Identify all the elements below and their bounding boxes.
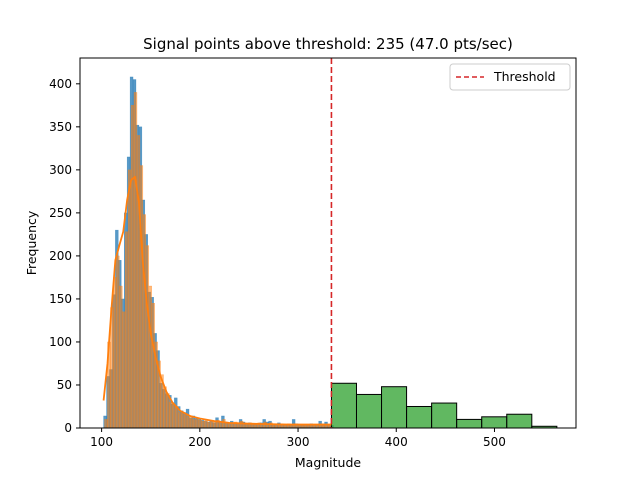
x-tick-label: 100	[90, 435, 113, 449]
kde-layer	[102, 175, 332, 426]
histogram-bar	[116, 255, 120, 429]
histogram-bar	[201, 420, 205, 429]
histogram-bar	[122, 311, 126, 429]
y-axis-label: Frequency	[24, 210, 39, 275]
y-tick-label: 50	[57, 378, 72, 392]
histogram-bar	[133, 92, 138, 429]
histogram-bar	[142, 214, 147, 429]
bars-layer	[103, 76, 558, 429]
histogram-bar	[166, 393, 170, 429]
histogram-bar	[136, 135, 141, 429]
histogram-bar	[104, 419, 108, 429]
x-axis: 100 200 300 400 500	[90, 428, 506, 449]
histogram-bar	[130, 105, 135, 429]
histogram-bar	[481, 416, 508, 429]
histogram-bar	[330, 382, 357, 429]
histogram-bar	[381, 386, 408, 429]
y-tick-label: 0	[64, 421, 72, 435]
histogram-bar	[145, 245, 149, 429]
histogram-bar	[239, 420, 244, 429]
x-tick-label: 400	[385, 435, 408, 449]
histogram-bar	[204, 420, 208, 429]
histogram-bar	[178, 412, 182, 429]
y-tick-label: 250	[49, 206, 72, 220]
histogram-bar	[119, 285, 123, 429]
y-tick-label: 100	[49, 335, 72, 349]
legend-frame	[449, 63, 571, 91]
histogram-bar	[127, 169, 132, 429]
histogram-bar	[263, 421, 267, 429]
y-tick-label: 400	[49, 77, 72, 91]
histogram-bar	[213, 421, 217, 429]
histogram-bar	[456, 418, 483, 429]
histogram-bar	[151, 303, 155, 429]
histogram-bar	[225, 422, 229, 429]
histogram-bar	[175, 406, 179, 429]
histogram-bar	[198, 420, 202, 429]
histogram-bar	[183, 414, 188, 429]
plot-frame	[79, 57, 577, 429]
histogram-bar	[186, 416, 191, 429]
legend: Threshold	[449, 63, 571, 91]
histogram-bar	[406, 405, 433, 429]
y-axis: 0 50 100 150 200 250 300 350 400	[49, 77, 80, 435]
histogram-bar	[180, 413, 185, 429]
kde-curve	[102, 175, 332, 426]
histogram-bar	[189, 417, 194, 429]
histogram-bar	[355, 393, 383, 429]
legend-threshold-label: Threshold	[493, 69, 556, 84]
y-tick-label: 300	[49, 163, 72, 177]
histogram-bar	[124, 231, 129, 429]
x-tick-label: 300	[287, 435, 310, 449]
chart-title: Signal points above threshold: 235 (47.0…	[143, 35, 513, 53]
x-tick-label: 200	[188, 435, 211, 449]
histogram-bar	[113, 277, 117, 429]
histogram-bar	[172, 403, 176, 429]
histogram-bar	[139, 165, 144, 429]
histogram-bar	[148, 285, 152, 429]
histogram-bar	[506, 413, 533, 429]
histogram-bar	[210, 420, 214, 429]
x-axis-label: Magnitude	[295, 455, 362, 470]
y-tick-label: 150	[49, 292, 72, 306]
histogram-bar	[431, 402, 458, 429]
histogram-bar	[192, 419, 197, 429]
x-tick-label: 500	[483, 435, 506, 449]
histogram-bar	[222, 419, 226, 429]
y-tick-label: 200	[49, 249, 72, 263]
y-tick-label: 350	[49, 120, 72, 134]
histogram-bar	[207, 421, 211, 429]
histogram-bar	[169, 401, 173, 429]
histogram-bar	[195, 419, 200, 429]
